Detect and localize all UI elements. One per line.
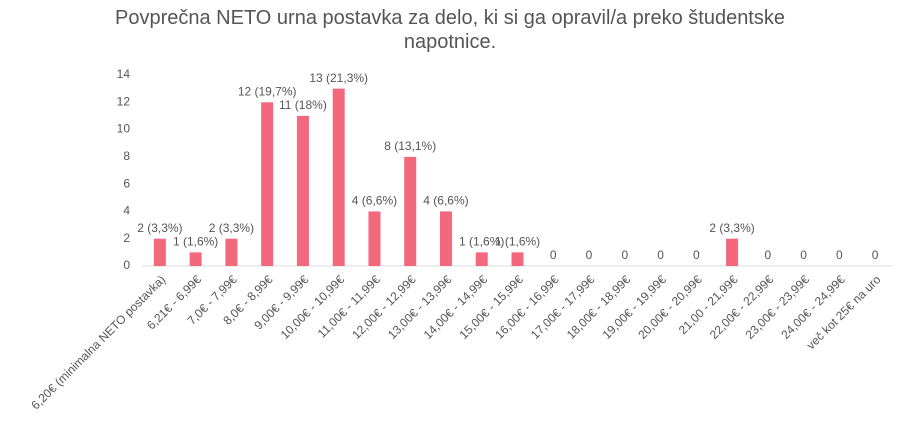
data-label: 0	[621, 248, 628, 262]
bar	[404, 156, 417, 266]
y-tick-label: 10	[117, 122, 131, 136]
bar	[153, 238, 166, 266]
x-tick-label: 16,00€ - 16,99€	[492, 272, 562, 342]
bar	[439, 211, 452, 266]
x-tick-label: 13,00€ - 13,99€	[385, 272, 455, 342]
data-label: 2 (3,3%)	[709, 221, 754, 235]
data-label: 2 (3,3%)	[137, 221, 182, 235]
data-label: 1 (1,6%)	[495, 235, 540, 249]
bar	[368, 211, 381, 266]
bar	[726, 238, 739, 266]
data-label: 4 (6,6%)	[423, 194, 468, 208]
bar	[332, 88, 345, 267]
data-label: 1 (1,6%)	[459, 235, 504, 249]
x-tick-label: 20,00€ - 20,99€	[635, 272, 705, 342]
x-tick-label: 24,00€ - 24,99€	[778, 272, 848, 342]
y-tick-label: 6	[123, 176, 130, 190]
x-tick-label: 10,00€ - 10,99€	[278, 272, 348, 342]
x-tick-label: 11,00€ - 11,99€	[315, 272, 383, 340]
data-label: 0	[872, 248, 879, 262]
data-label: 2 (3,3%)	[209, 221, 254, 235]
data-label: 12 (19,7%)	[238, 84, 297, 98]
x-tick-label: 12,00€ - 12,99€	[349, 272, 419, 342]
x-tick-label: 17,00€ - 17,99€	[528, 272, 598, 342]
data-label: 0	[836, 248, 843, 262]
y-tick-label: 2	[123, 231, 130, 245]
data-label: 1 (1,6%)	[173, 235, 218, 249]
y-tick-label: 14	[117, 67, 131, 81]
bar	[511, 252, 524, 266]
data-label: 13 (21,3%)	[309, 71, 368, 85]
x-tick-label: 15,00€ - 15,99€	[457, 272, 527, 342]
x-tick-label: 22,00€ - 22,99€	[707, 272, 777, 342]
data-label: 0	[586, 248, 593, 262]
data-label: 8 (13,1%)	[384, 139, 436, 153]
x-tick-label: 18,00€ - 18,99€	[564, 272, 634, 342]
bar	[475, 252, 488, 266]
chart-title: Povprečna NETO urna postavka za delo, ki…	[115, 7, 785, 53]
y-tick-label: 12	[117, 94, 131, 108]
data-label: 0	[800, 248, 807, 262]
bar	[225, 238, 238, 266]
bar	[296, 115, 309, 266]
bar	[189, 252, 202, 266]
x-tick-label: 19,00€ - 19,99€	[600, 272, 670, 342]
data-label: 0	[657, 248, 664, 262]
data-label: 0	[693, 248, 700, 262]
x-tick-label: 14,00€ - 14,99€	[421, 272, 491, 342]
data-label: 0	[764, 248, 771, 262]
data-label: 0	[550, 248, 557, 262]
data-label: 4 (6,6%)	[352, 194, 397, 208]
x-tick-label: 23,00€ - 23,99€	[743, 272, 813, 342]
y-tick-label: 0	[123, 258, 130, 272]
data-label: 11 (18%)	[279, 98, 327, 112]
y-tick-label: 8	[123, 149, 130, 163]
bar	[261, 102, 274, 267]
x-tick-label: 6,20€ (minimalna NETO postavka)	[28, 272, 168, 412]
y-tick-label: 4	[123, 204, 130, 218]
